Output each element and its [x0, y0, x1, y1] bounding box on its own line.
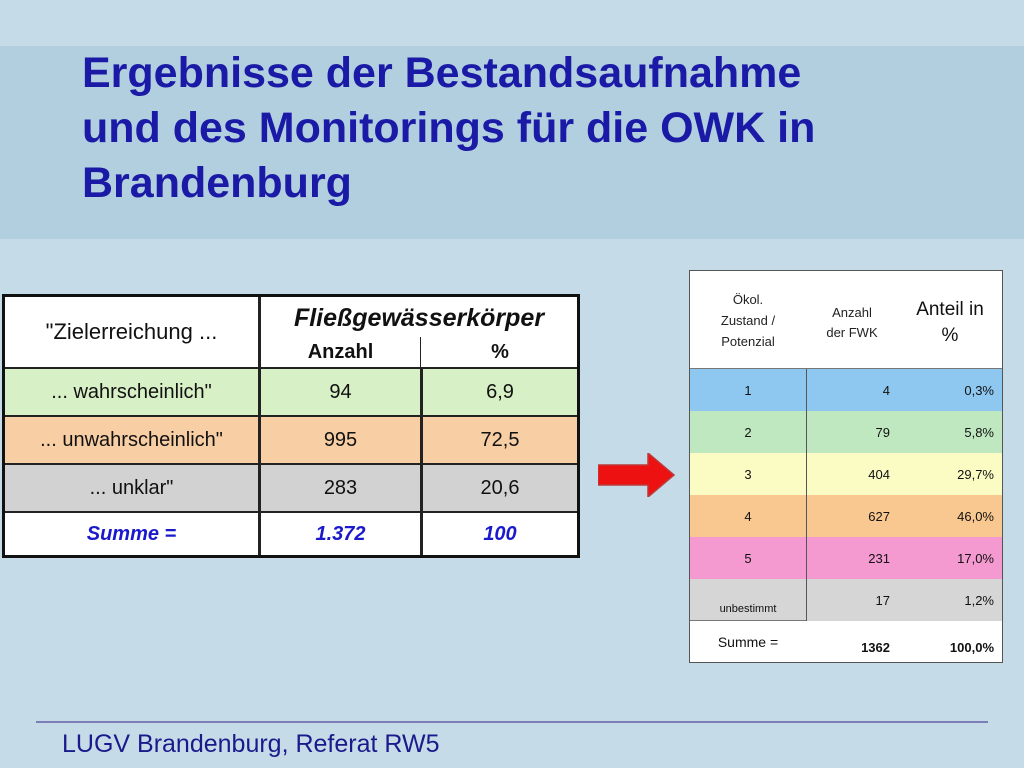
table-row: unbestimmt 17 1,2%: [690, 579, 1002, 621]
row-anzahl: 94: [329, 380, 352, 403]
row-percent: 20,6: [480, 476, 520, 499]
row-anzahl: 4: [882, 382, 890, 398]
header-zustand-line: Potenzial: [721, 334, 775, 349]
row-zustand: unbestimmt: [719, 603, 777, 615]
title-line-2: und des Monitorings für die OWK in: [82, 104, 816, 152]
row-percent: 6,9: [486, 380, 514, 403]
header-zustand: Ökol. Zustand / Potenzial: [690, 289, 806, 352]
row-zustand: 3: [744, 466, 752, 482]
row-label: ... unwahrscheinlich": [40, 428, 223, 451]
divider: [690, 368, 1002, 369]
header-percent: %: [491, 340, 509, 363]
sum-row: Summe = 1.372 100: [5, 513, 577, 555]
header-zustand-line: Zustand /: [720, 313, 776, 328]
row-anteil: 5,8%: [964, 424, 994, 440]
sum-anzahl: 1362: [861, 640, 890, 655]
sum-label: Summe =: [86, 522, 177, 545]
header-anzahl-fwk: Anzahl der FWK: [806, 303, 898, 343]
title-band: [0, 46, 1024, 239]
divider: [5, 511, 577, 513]
sum-row: Summe = 1362 100,0%: [690, 621, 1002, 662]
header-anteil-line: %: [941, 325, 959, 346]
row-anzahl: 17: [875, 592, 890, 608]
row-anzahl: 283: [323, 476, 358, 499]
row-anteil: 46,0%: [957, 508, 994, 524]
header-anteil-line: Anteil in: [916, 299, 984, 320]
divider: [420, 367, 423, 555]
header-anzahl: Anzahl: [307, 340, 374, 363]
table-row: ... unklar" 283 20,6: [5, 465, 577, 511]
header-anteil: Anteil in %: [898, 297, 1002, 349]
slide-title: Ergebnisse der Bestandsaufnahme und des …: [82, 46, 1002, 211]
row-anteil: 1,2%: [964, 592, 994, 608]
row-anzahl: 404: [868, 466, 890, 482]
zielerreichung-table: "Zielerreichung ... Fließgewässerkörper …: [2, 294, 580, 558]
row-anzahl: 231: [868, 550, 890, 566]
row-label: ... unklar": [89, 476, 174, 499]
row-zustand: 1: [744, 382, 752, 398]
table-row: 3 404 29,7%: [690, 453, 1002, 495]
sum-percent: 100: [483, 522, 517, 545]
table-row: ... unwahrscheinlich" 995 72,5: [5, 417, 577, 463]
row-percent: 72,5: [480, 428, 520, 451]
row-zustand: 2: [744, 424, 752, 440]
row-anzahl: 995: [323, 428, 358, 451]
footer-divider: [36, 721, 988, 723]
divider: [806, 369, 807, 621]
divider: [690, 620, 806, 621]
header-anzahl-line: Anzahl: [832, 305, 872, 320]
title-line-3: Brandenburg: [82, 159, 352, 207]
divider: [5, 367, 577, 369]
table-row: 4 627 46,0%: [690, 495, 1002, 537]
row-anzahl: 627: [868, 508, 890, 524]
row-anteil: 0,3%: [964, 382, 994, 398]
header-anzahl-line: der FWK: [826, 325, 878, 340]
header-fliessgewaesserkoerper: Fließgewässerkörper: [293, 303, 545, 332]
table-header: "Zielerreichung ... Fließgewässerkörper …: [5, 297, 577, 367]
divider: [5, 463, 577, 465]
oekologischer-zustand-table: Ökol. Zustand / Potenzial Anzahl der FWK…: [689, 270, 1003, 663]
sum-anteil: 100,0%: [949, 640, 994, 655]
table-row: 5 231 17,0%: [690, 537, 1002, 579]
row-anteil: 17,0%: [957, 550, 994, 566]
sum-anzahl: 1.372: [315, 522, 366, 545]
divider: [5, 415, 577, 417]
table-header: Ökol. Zustand / Potenzial Anzahl der FWK…: [690, 271, 1002, 369]
sum-label: Summe =: [717, 633, 779, 650]
row-anteil: 29,7%: [957, 466, 994, 482]
table-row: 1 4 0,3%: [690, 369, 1002, 411]
right-arrow-icon: [598, 453, 676, 497]
row-zustand: 4: [744, 508, 752, 524]
header-zustand-line: Ökol.: [732, 292, 764, 307]
table-row: 2 79 5,8%: [690, 411, 1002, 453]
row-zustand: 5: [744, 550, 752, 566]
row-anzahl: 79: [875, 424, 890, 440]
divider: [258, 297, 261, 555]
row-label: ... wahrscheinlich": [51, 380, 212, 403]
title-line-1: Ergebnisse der Bestandsaufnahme: [82, 49, 802, 97]
footer-text: LUGV Brandenburg, Referat RW5: [62, 730, 440, 758]
header-zielerreichung: "Zielerreichung ...: [45, 319, 218, 344]
table-row: ... wahrscheinlich" 94 6,9: [5, 369, 577, 415]
